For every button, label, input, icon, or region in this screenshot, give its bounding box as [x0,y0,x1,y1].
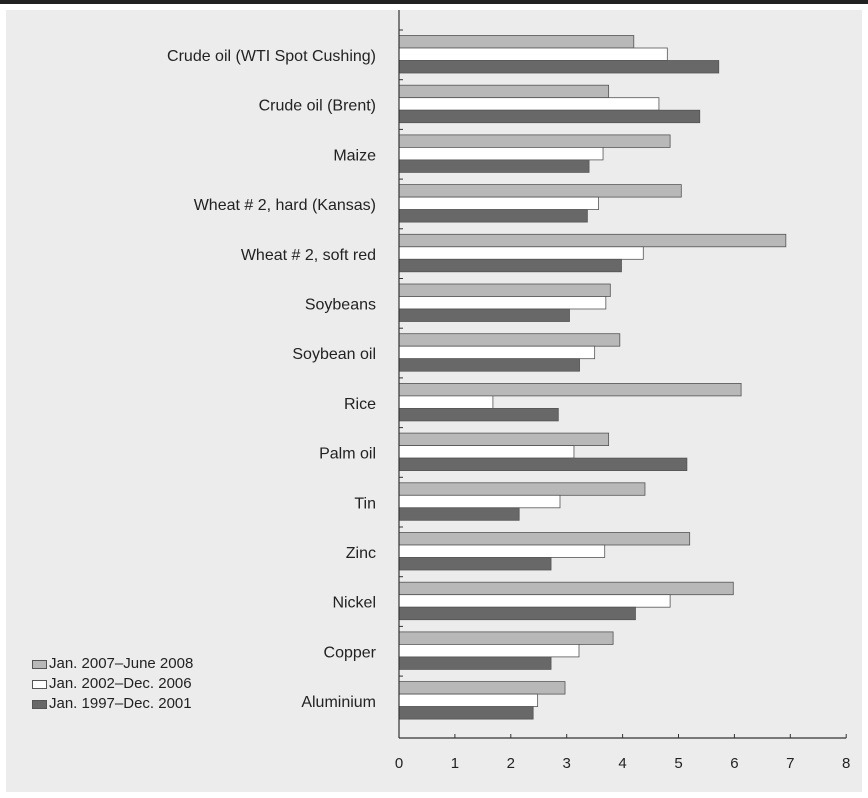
legend-swatch [32,659,47,669]
bar [398,345,596,360]
category-label: Tin [354,495,376,512]
bar [398,457,688,472]
bar [398,84,610,99]
legend-item: Jan. 2002–Dec. 2006 [32,674,193,694]
bar [398,233,787,248]
bar [398,706,534,720]
legend-item: Jan. 1997–Dec. 2001 [32,694,193,714]
bar [398,445,575,459]
category-label: Nickel [332,595,376,612]
category-label: Palm oil [319,446,376,463]
category-label: Crude oil (WTI Spot Cushing) [167,48,376,65]
bar [398,606,636,621]
top-rule [0,0,868,4]
bar [398,184,682,198]
category-labels: Crude oil (WTI Spot Cushing) Crude oil (B… [167,48,377,711]
bar [398,557,552,571]
category-label: Rice [344,396,376,413]
bar [398,283,611,297]
bar [398,395,494,409]
category-label: Wheat # 2, hard (Kansas) [194,197,376,214]
bars-group [398,35,787,720]
bar [398,159,590,173]
bar [398,196,599,211]
tick-labels: 0 1 2 3 4 5 6 7 8 [395,755,851,772]
category-label: Maize [333,147,376,164]
bar [398,296,607,310]
bar [398,109,701,124]
bar [398,693,539,707]
bar [398,656,552,670]
x-tick-label: 2 [507,755,515,772]
legend: Jan. 2007–June 2008 Jan. 2002–Dec. 2006 … [32,654,193,714]
bar [398,407,559,422]
axes-group [398,10,847,739]
bar [398,358,580,372]
category-label: Copper [324,644,377,661]
bar [398,382,742,397]
bar [398,258,622,273]
bar [398,644,580,658]
category-label: Soybean oil [292,346,376,363]
bar [398,631,614,645]
bar [398,594,671,608]
x-tick-label: 4 [618,755,626,772]
bar [398,209,588,223]
legend-label: Jan. 1997–Dec. 2001 [49,695,192,712]
bar [398,494,561,509]
category-label: Zinc [346,545,376,562]
bar [398,134,671,148]
x-tick-label: 8 [842,755,850,772]
x-tick-label: 6 [730,755,738,772]
x-tick-label: 1 [451,755,459,772]
x-tick-label: 7 [786,755,794,772]
legend-item: Jan. 2007–June 2008 [32,654,193,674]
bar [398,532,691,546]
bar [398,333,621,347]
legend-label: Jan. 2007–June 2008 [49,655,194,672]
x-tick-label: 5 [674,755,682,772]
x-tick-label: 3 [563,755,571,772]
bar [398,432,610,447]
legend-swatch [32,699,47,709]
legend-label: Jan. 2002–Dec. 2006 [49,675,192,692]
bar [398,308,570,322]
bar [398,60,720,74]
category-label: Wheat # 2, soft red [241,247,376,264]
bar [398,544,606,558]
bar [398,146,604,161]
bar [398,35,635,49]
legend-swatch [32,679,47,689]
category-label: Crude oil (Brent) [259,98,376,115]
x-tick-label: 0 [395,755,403,772]
bar [398,246,644,260]
bar [398,507,520,521]
bar [398,47,668,61]
bar [398,97,660,111]
bar [398,681,566,695]
category-label: Aluminium [301,694,376,711]
category-label: Soybeans [305,297,376,314]
bar [398,482,646,496]
bar [398,581,734,596]
